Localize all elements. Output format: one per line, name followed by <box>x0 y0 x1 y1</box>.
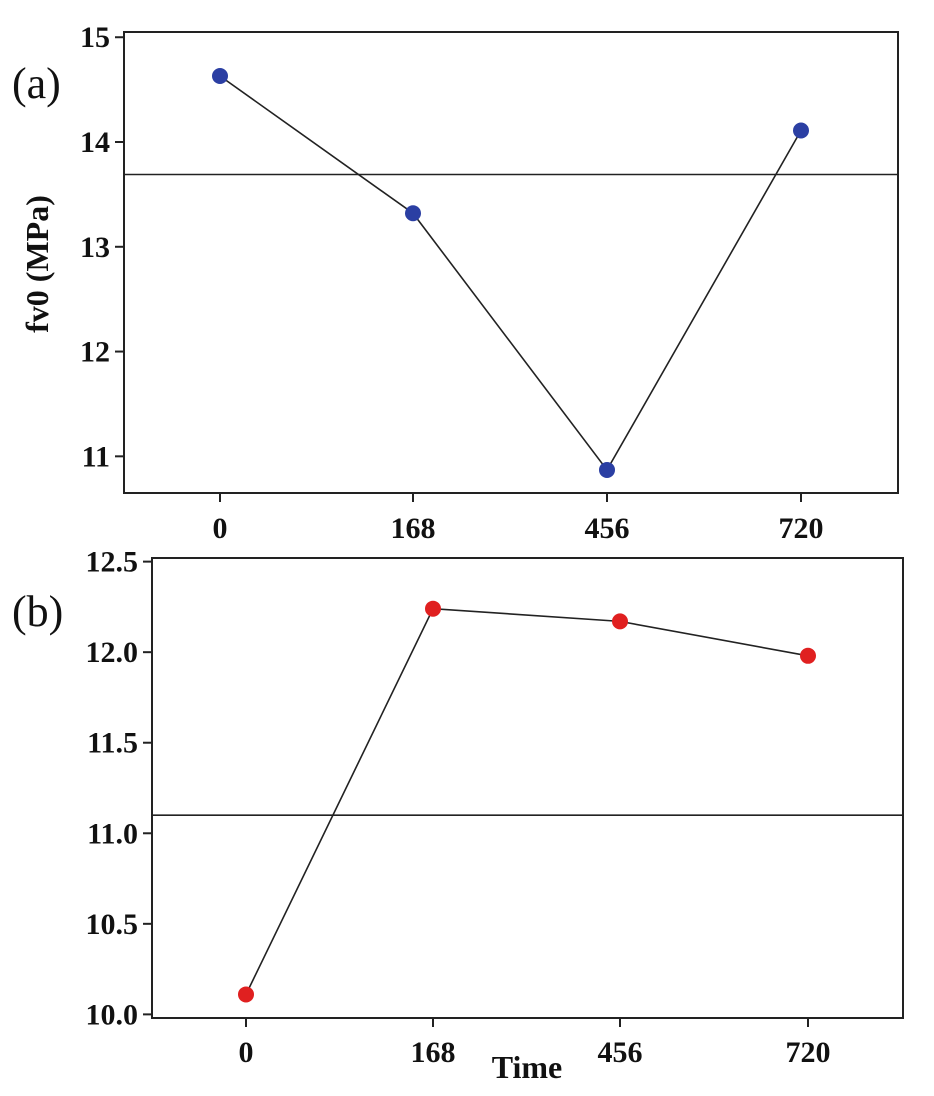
x-tick-label: 456 <box>585 512 630 545</box>
y-tick-label: 15 <box>80 21 110 54</box>
y-tick-label: 12 <box>80 336 110 369</box>
plot-frame <box>151 557 904 1019</box>
panel-label: (a) <box>12 59 61 108</box>
series-line <box>245 607 809 995</box>
x-tick-label: 0 <box>213 512 228 545</box>
y-tick-label: 11 <box>82 440 110 473</box>
series-line <box>219 75 802 472</box>
x-tick-label: 720 <box>779 512 824 545</box>
data-point <box>800 647 816 664</box>
plot-frame <box>123 31 899 494</box>
x-tick-label: 168 <box>391 512 436 545</box>
y-tick-label: 12.0 <box>86 636 139 669</box>
data-point <box>405 205 421 222</box>
y-tick-label: 13 <box>80 231 110 264</box>
data-point <box>238 986 254 1003</box>
data-point <box>425 600 441 617</box>
y-tick-label: 11.0 <box>87 817 138 850</box>
x-tick-label: 456 <box>598 1036 643 1069</box>
y-tick-label: 10.0 <box>86 998 139 1031</box>
data-point <box>793 122 809 139</box>
y-axis-title: fv0 (MPa) <box>19 195 55 333</box>
y-tick-label: 14 <box>80 126 110 159</box>
data-point <box>599 461 615 478</box>
x-tick-label: 0 <box>239 1036 254 1069</box>
panel-a: 11 12 13 14 15 0 168 456 720 (a) fv0 (MPa) <box>12 21 899 545</box>
data-point <box>212 68 228 85</box>
y-tick-label: 12.5 <box>86 546 139 579</box>
panel-label: (b) <box>12 587 63 636</box>
x-tick-label: 168 <box>411 1036 456 1069</box>
y-tick-label: 10.5 <box>86 908 139 941</box>
x-axis-title: Time <box>492 1049 563 1085</box>
data-point <box>612 613 628 630</box>
x-tick-label: 720 <box>786 1036 831 1069</box>
y-tick-label: 11.5 <box>87 727 138 760</box>
panel-b: 10.0 10.5 11.0 11.5 12.0 12.5 0 168 456 720 (b) Tim… <box>12 546 904 1085</box>
